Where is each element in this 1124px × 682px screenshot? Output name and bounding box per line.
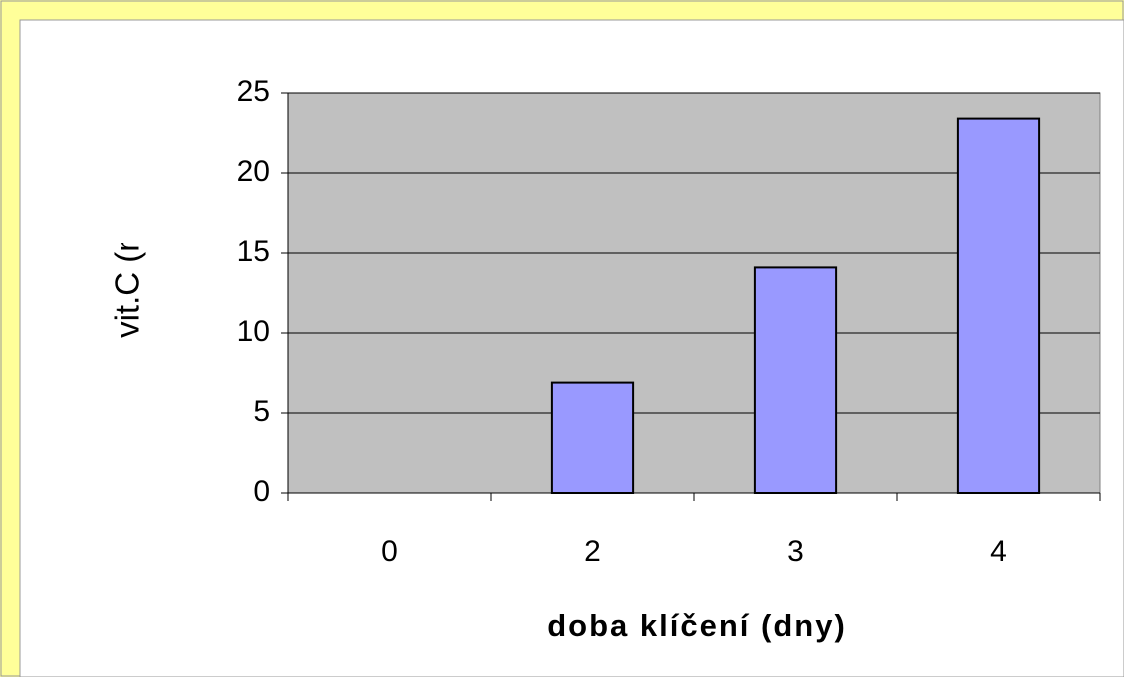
x-tick-label: 4: [990, 535, 1007, 568]
x-tick-label: 2: [584, 535, 601, 568]
y-tick-label: 25: [237, 75, 270, 108]
bar: [956, 117, 1041, 494]
y-axis-title: Obsah vit.C (mg/100: [109, 142, 146, 445]
y-tick-label: 15: [237, 235, 270, 268]
y-tick-label: 20: [237, 155, 270, 188]
y-tick-label: 5: [253, 395, 270, 428]
bar: [550, 381, 635, 495]
x-tick-label: 0: [381, 535, 398, 568]
y-tick-label: 10: [237, 315, 270, 348]
x-axis-title: doba klíčení (dny): [547, 608, 847, 643]
y-tick-label: 0: [253, 475, 270, 508]
x-tick-label: 3: [787, 535, 804, 568]
bar: [753, 266, 838, 494]
